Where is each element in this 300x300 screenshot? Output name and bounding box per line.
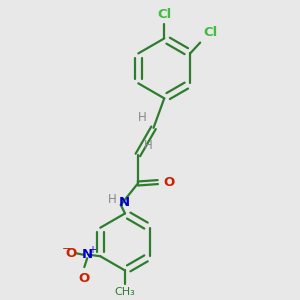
Text: CH₃: CH₃ xyxy=(115,287,135,297)
Text: H: H xyxy=(144,139,153,152)
Text: −: − xyxy=(61,244,71,254)
Text: +: + xyxy=(88,245,96,255)
Text: H: H xyxy=(138,111,147,124)
Text: N: N xyxy=(119,196,130,209)
Text: H: H xyxy=(108,193,117,206)
Text: Cl: Cl xyxy=(203,26,217,39)
Text: N: N xyxy=(82,248,93,261)
Text: O: O xyxy=(163,176,174,189)
Text: O: O xyxy=(65,247,76,260)
Text: Cl: Cl xyxy=(157,8,171,21)
Text: O: O xyxy=(79,272,90,286)
